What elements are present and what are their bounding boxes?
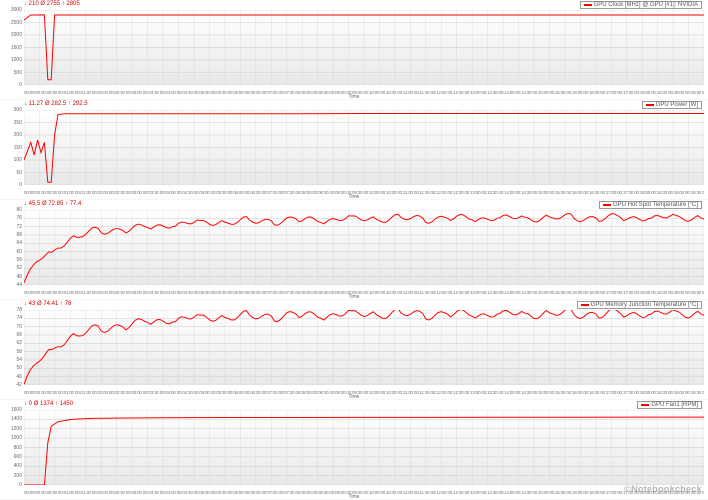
legend: GPU Hot Spot Temperature [°C] [599, 201, 702, 209]
legend-swatch [641, 404, 649, 406]
legend-label: GPU Hot Spot Temperature [°C] [613, 202, 698, 208]
chart-panel-1: ↓ 11.27 Ø 282.5 ↑ 292.5 GPU Power [W] 0501… [0, 100, 708, 200]
x-axis-labels: 00:00:00 00:00:30 00:01:00 00:01:30 00:0… [24, 390, 704, 395]
legend-label: GPU Clock [MHz] @ GPU [#1]: NVIDIA [594, 2, 698, 8]
stats-label: ↓ 45.5 Ø 72.85 ↑ 77.4 [24, 201, 81, 207]
chart-panel-0: ↓ 210 Ø 2755 ↑ 2805 GPU Clock [MHz] @ GPU… [0, 0, 708, 100]
chart-panel-3: ↓ 43 Ø 74.41 ↑ 78 GPU Memory Junction Tem… [0, 300, 708, 400]
plot-area: 42465054586266707478 [24, 310, 704, 385]
chart-svg [24, 210, 704, 285]
y-axis-labels: 050100150200250300 [2, 110, 22, 185]
x-axis-labels: 00:00:00 00:00:30 00:01:00 00:01:30 00:0… [24, 190, 704, 195]
legend: GPU Power [W] [642, 101, 702, 109]
y-axis-labels: 02004006008001000120014001600 [2, 410, 22, 485]
legend: GPU Clock [MHz] @ GPU [#1]: NVIDIA [580, 1, 702, 9]
stats-label: ↓ 11.27 Ø 282.5 ↑ 292.5 [24, 101, 88, 107]
legend-swatch [581, 304, 589, 306]
y-axis-labels: 44485256606468727680 [2, 210, 22, 285]
legend: GPU Memory Junction Temperature [°C] [577, 301, 702, 309]
chart-svg [24, 310, 704, 385]
stats-label: ↓ 43 Ø 74.41 ↑ 78 [24, 301, 71, 307]
x-axis-labels: 00:00:00 00:00:30 00:01:00 00:01:30 00:0… [24, 490, 704, 495]
plot-area: 02004006008001000120014001600 [24, 410, 704, 485]
plot-area: 050010001500200025003000 [24, 10, 704, 85]
legend: GPU Fan1 [RPM] [637, 401, 702, 409]
x-axis-labels: 00:00:00 00:00:30 00:01:00 00:01:30 00:0… [24, 90, 704, 95]
stats-label: ↓ 210 Ø 2755 ↑ 2805 [24, 1, 80, 7]
x-axis-labels: 00:00:00 00:00:30 00:01:00 00:01:30 00:0… [24, 290, 704, 295]
legend-label: GPU Fan1 [RPM] [651, 402, 698, 408]
legend-label: GPU Memory Junction Temperature [°C] [591, 302, 698, 308]
legend-swatch [646, 104, 654, 106]
y-axis-labels: 050010001500200025003000 [2, 10, 22, 85]
plot-area: 44485256606468727680 [24, 210, 704, 285]
legend-label: GPU Power [W] [656, 102, 698, 108]
chart-svg [24, 10, 704, 85]
chart-svg [24, 410, 704, 485]
chart-svg [24, 110, 704, 185]
stats-label: ↓ 0 Ø 1374 ↑ 1450 [24, 401, 73, 407]
chart-panel-2: ↓ 45.5 Ø 72.85 ↑ 77.4 GPU Hot Spot Temper… [0, 200, 708, 300]
watermark: ©Notebookcheck [624, 484, 702, 494]
y-axis-labels: 42465054586266707478 [2, 310, 22, 385]
chart-panel-4: ↓ 0 Ø 1374 ↑ 1450 GPU Fan1 [RPM] 020040060… [0, 400, 708, 500]
plot-area: 050100150200250300 [24, 110, 704, 185]
x-axis-title: Time [349, 494, 360, 500]
legend-swatch [584, 4, 592, 6]
legend-swatch [603, 204, 611, 206]
